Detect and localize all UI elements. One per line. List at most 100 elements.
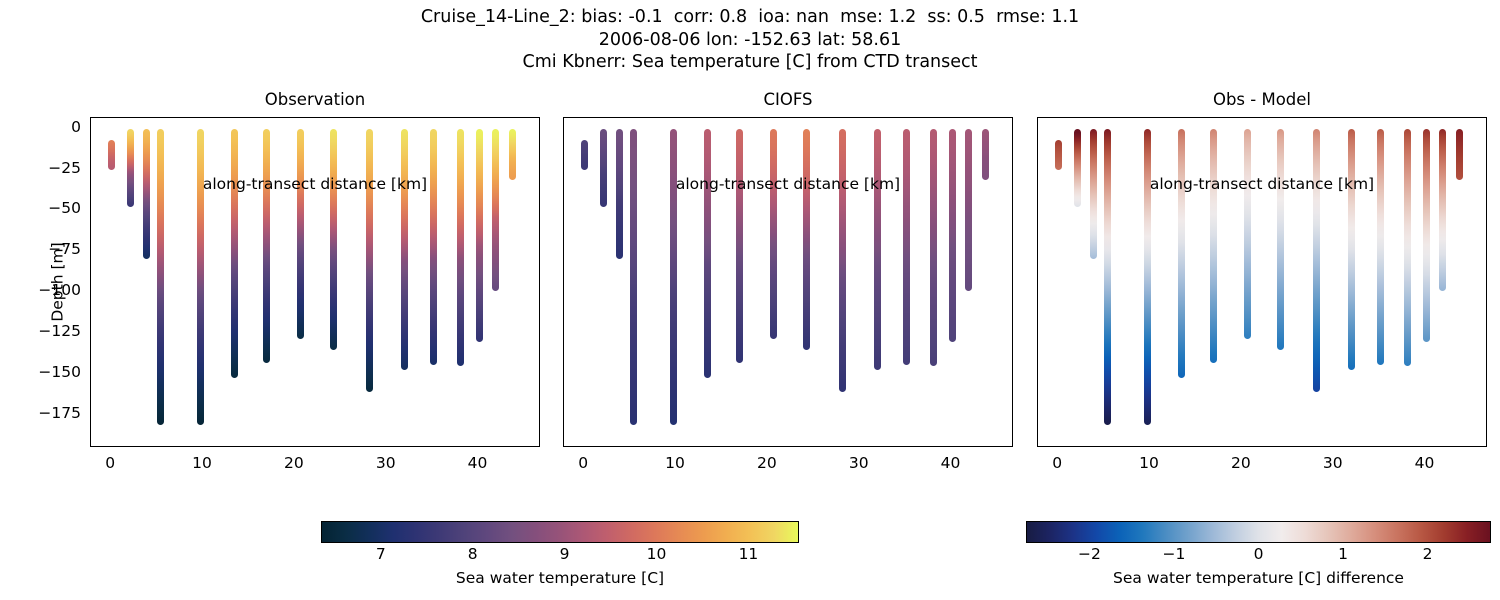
figure-suptitle: Cruise_14-Line_2: bias: -0.1 corr: 0.8 i… [0,6,1500,74]
ctd-cast-16 [1456,129,1464,181]
ctd-cast-15 [491,129,499,292]
y-tick [90,331,91,332]
ctd-cast-2 [599,129,607,208]
y-tick [563,413,564,414]
x-axis-label: along-transect distance [km] [1149,175,1375,193]
ctd-cast-1 [580,140,588,171]
x-tick [386,446,387,447]
plot-area [563,117,1013,447]
ctd-cast-5 [1143,129,1151,426]
ctd-cast-4 [630,129,638,426]
colorbar-tick-label: 7 [375,545,386,563]
ctd-cast-10 [1312,129,1320,393]
ctd-cast-1 [1054,140,1062,171]
ctd-cast-2 [1073,129,1081,208]
ctd-cast-7 [1209,129,1217,364]
ctd-cast-4 [157,129,165,426]
ctd-cast-10 [365,129,373,393]
panel-title: CIOFS [763,90,813,109]
colorbar-difference: −2 −1 0 1 2 Sea water temperature [C] differe… [1026,521,1491,591]
y-tick-label: −50 [48,199,81,218]
colorbar-tick-label: 1 [1338,545,1348,563]
x-tick-label: 40 [1414,454,1435,472]
x-axis-label: along-transect distance [km] [202,175,428,193]
ctd-cast-12 [430,129,438,365]
y-tick [563,168,564,169]
y-tick [1037,250,1038,251]
ctd-cast-6 [703,129,711,378]
y-tick [563,127,564,128]
x-axis-label: along-transect distance [km] [675,175,901,193]
y-tick-label: −125 [38,322,81,340]
suptitle-line-variable: Cmi Kbnerr: Sea temperature [C] from CTD… [522,52,978,72]
x-tick [294,446,295,447]
ctd-cast-12 [903,129,911,365]
y-tick [1037,168,1038,169]
y-tick-label: −25 [48,158,81,177]
x-tick-label: 0 [1052,454,1063,472]
x-tick-label: 30 [1322,454,1343,472]
ctd-cast-14 [475,129,483,342]
y-tick [1037,331,1038,332]
y-tick [563,291,564,292]
ctd-cast-4 [1104,129,1112,426]
ctd-cast-14 [1422,129,1430,342]
ctd-cast-3 [615,129,623,260]
y-tick-label: −100 [38,281,81,300]
ctd-cast-11 [1347,129,1355,370]
y-tick-label: 0 [71,117,81,136]
y-tick-label: −150 [38,362,81,381]
x-tick-label: 30 [375,454,396,472]
x-tick [111,446,112,447]
x-tick [675,446,676,447]
panel-title: Observation [264,90,366,109]
ctd-cast-11 [400,129,408,370]
ctd-cast-15 [964,129,972,292]
panel-title: Obs - Model [1212,90,1312,109]
ctd-cast-6 [230,129,238,378]
x-tick [767,446,768,447]
colorbar-tick-label: −2 [1077,545,1101,563]
plot-area [90,117,540,447]
colorbar-label: Sea water temperature [C] difference [1113,569,1404,587]
y-tick [1037,372,1038,373]
ctd-cast-11 [873,129,881,370]
x-tick [951,446,952,447]
colorbar-gradient-temperature [321,521,799,543]
x-tick-label: 10 [1139,454,1159,472]
ctd-cast-13 [929,129,937,367]
ctd-cast-2 [126,129,134,208]
colorbar-tick-label: −1 [1162,545,1186,563]
colorbar-label: Sea water temperature [C] [455,569,665,587]
ctd-cast-7 [262,129,270,364]
y-tick [1037,127,1038,128]
ctd-cast-5 [669,129,677,426]
x-tick [478,446,479,447]
ctd-cast-12 [1377,129,1385,365]
ctd-cast-13 [456,129,464,367]
x-tick [1149,446,1150,447]
colorbar-tick-label: 10 [646,545,667,563]
ctd-cast-3 [142,129,150,260]
colorbar-tick-label: 8 [467,545,478,563]
panel-observation: Observation 0 10 20 30 40 0 −25 −50 −75 −100 −125 −1… [38,90,540,472]
ctd-cast-14 [948,129,956,342]
y-tick [1037,209,1038,210]
y-tick [90,250,91,251]
colorbar-tick-label: 0 [1253,545,1264,563]
x-tick [1333,446,1334,447]
colorbar-tick-label: 2 [1422,545,1433,563]
ctd-cast-9 [1276,129,1284,350]
y-axis-label: Depth [m] [48,242,67,322]
colorbar-temperature: 7 8 9 10 11 Sea water temperature [C] [321,521,799,591]
colorbar-tick-label: 11 [738,545,759,563]
y-tick [563,209,564,210]
x-tick [202,446,203,447]
ctd-cast-9 [329,129,337,350]
suptitle-line-stats: Cruise_14-Line_2: bias: -0.1 corr: 0.8 i… [420,7,1080,27]
ctd-cast-1 [107,140,115,171]
ctd-cast-16 [509,129,517,181]
x-tick [584,446,585,447]
y-tick [1037,291,1038,292]
ctd-cast-6 [1177,129,1185,378]
